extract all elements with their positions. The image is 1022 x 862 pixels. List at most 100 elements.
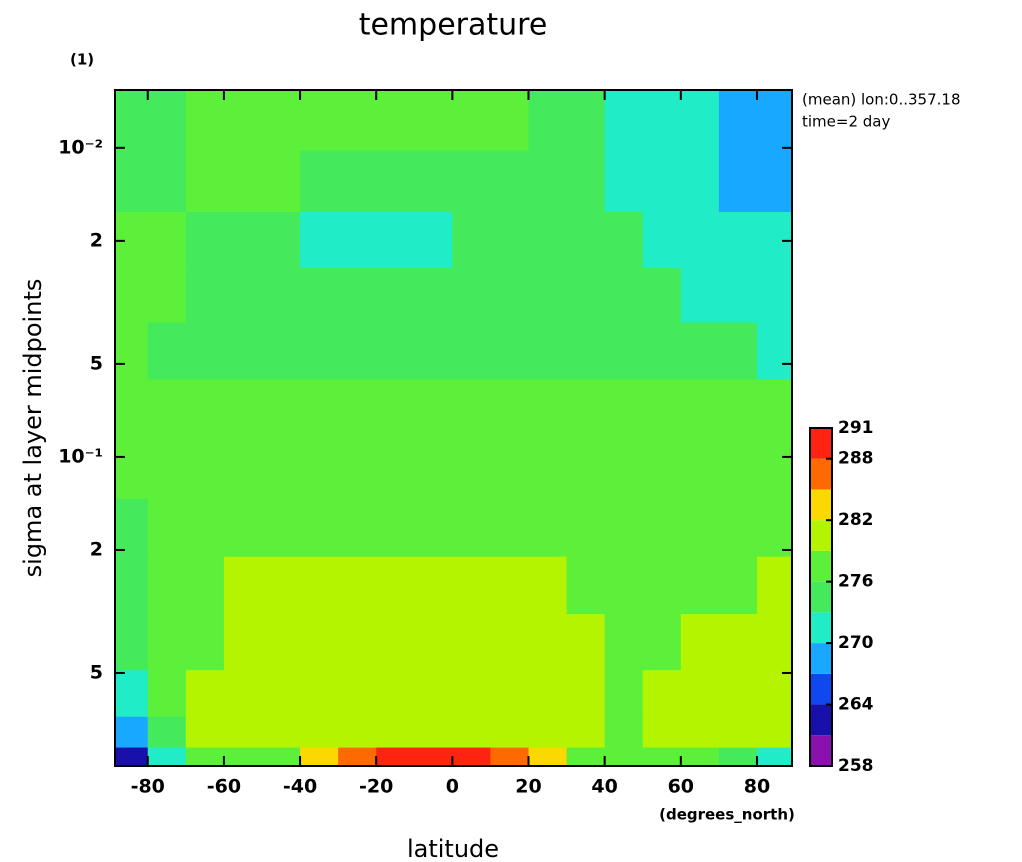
contour-cell xyxy=(147,322,187,380)
contour-cell xyxy=(376,747,415,766)
contour-cell xyxy=(680,211,720,269)
contour-cell xyxy=(185,268,225,324)
contour-cell xyxy=(185,498,225,558)
contour-cell xyxy=(147,90,187,151)
y-tick-label: 10⁻² xyxy=(58,136,103,158)
contour-cell xyxy=(261,614,301,671)
contour-cell xyxy=(185,379,225,440)
contour-cell xyxy=(300,268,339,324)
contour-cell xyxy=(223,670,263,718)
contour-cell xyxy=(604,670,644,718)
contour-cell xyxy=(642,670,682,718)
contour-cell xyxy=(452,716,491,749)
contour-cell xyxy=(642,150,682,213)
contour-cell xyxy=(185,90,225,151)
contour-cell xyxy=(528,747,568,766)
contour-cell xyxy=(718,439,758,500)
contour-cell xyxy=(680,670,720,718)
x-tick-label: 80 xyxy=(744,776,770,798)
contour-cell xyxy=(115,716,149,749)
chart-title: temperature xyxy=(359,8,548,43)
contour-cell xyxy=(756,747,792,766)
contour-cell xyxy=(261,322,301,380)
contour-cell xyxy=(452,90,491,151)
contour-cell xyxy=(566,439,606,500)
contour-cell xyxy=(376,268,415,324)
contour-cell xyxy=(376,614,415,671)
contour-cell xyxy=(490,211,530,269)
contour-cell xyxy=(604,498,644,558)
panel-label: (1) xyxy=(70,51,94,69)
colorbar-band xyxy=(810,581,832,613)
contour-cell xyxy=(115,747,149,766)
contour-cell xyxy=(300,150,339,213)
y-tick-label: 5 xyxy=(90,661,103,683)
contour-cell xyxy=(338,379,377,440)
contour-cell xyxy=(261,670,301,718)
contour-cell xyxy=(566,614,606,671)
contour-cell xyxy=(147,670,187,718)
contour-cell xyxy=(261,379,301,440)
contour-cell xyxy=(756,716,792,749)
contour-cell xyxy=(147,150,187,213)
contour-cell xyxy=(680,379,720,440)
contour-cell xyxy=(300,379,339,440)
contour-cell xyxy=(452,614,491,671)
contour-cell xyxy=(490,322,530,380)
contour-cell xyxy=(756,90,792,151)
contour-cell xyxy=(147,211,187,269)
contour-cell xyxy=(414,498,453,558)
contour-cell xyxy=(756,268,792,324)
contour-cell xyxy=(414,379,453,440)
contour-cell xyxy=(414,439,453,500)
contour-cell xyxy=(528,716,568,749)
contour-cell xyxy=(300,716,339,749)
colorbar-frame xyxy=(809,427,833,767)
contour-cell xyxy=(147,556,187,615)
contour-cell xyxy=(680,268,720,324)
contour-cell xyxy=(300,90,339,151)
contour-cell xyxy=(680,498,720,558)
contour-cell xyxy=(566,747,606,766)
contour-cell xyxy=(680,150,720,213)
contour-cell xyxy=(338,211,377,269)
contour-cell xyxy=(642,614,682,671)
contour-cell xyxy=(604,556,644,615)
contour-cell xyxy=(185,322,225,380)
contour-cell xyxy=(490,670,530,718)
contour-cell xyxy=(680,716,720,749)
colorbar-band xyxy=(810,428,832,459)
contour-cell xyxy=(718,670,758,718)
contour-cell xyxy=(338,747,377,766)
contour-cell xyxy=(261,747,301,766)
contour-cell xyxy=(604,211,644,269)
contour-cell xyxy=(490,90,530,151)
plot-frame xyxy=(114,89,793,767)
contour-cell xyxy=(566,716,606,749)
contour-cell xyxy=(300,670,339,718)
contour-cell xyxy=(338,439,377,500)
contour-cell xyxy=(223,211,263,269)
contour-cell xyxy=(185,614,225,671)
contour-cell xyxy=(261,150,301,213)
contour-cell xyxy=(115,670,149,718)
contour-cell xyxy=(490,439,530,500)
contour-cell xyxy=(566,556,606,615)
contour-cell xyxy=(147,439,187,500)
contour-cell xyxy=(528,498,568,558)
contour-cell xyxy=(261,268,301,324)
contour-cell xyxy=(642,556,682,615)
contour-cell xyxy=(528,614,568,671)
contour-cell xyxy=(566,670,606,718)
contour-cell xyxy=(528,90,568,151)
contour-cell xyxy=(490,268,530,324)
contour-cell xyxy=(490,747,530,766)
contour-cell xyxy=(223,379,263,440)
contour-cell xyxy=(718,614,758,671)
contour-cell xyxy=(642,268,682,324)
contour-cell xyxy=(115,268,149,324)
x-tick-label: 40 xyxy=(591,776,617,798)
contour-cell xyxy=(490,556,530,615)
contour-cell xyxy=(300,439,339,500)
contour-cell xyxy=(490,379,530,440)
